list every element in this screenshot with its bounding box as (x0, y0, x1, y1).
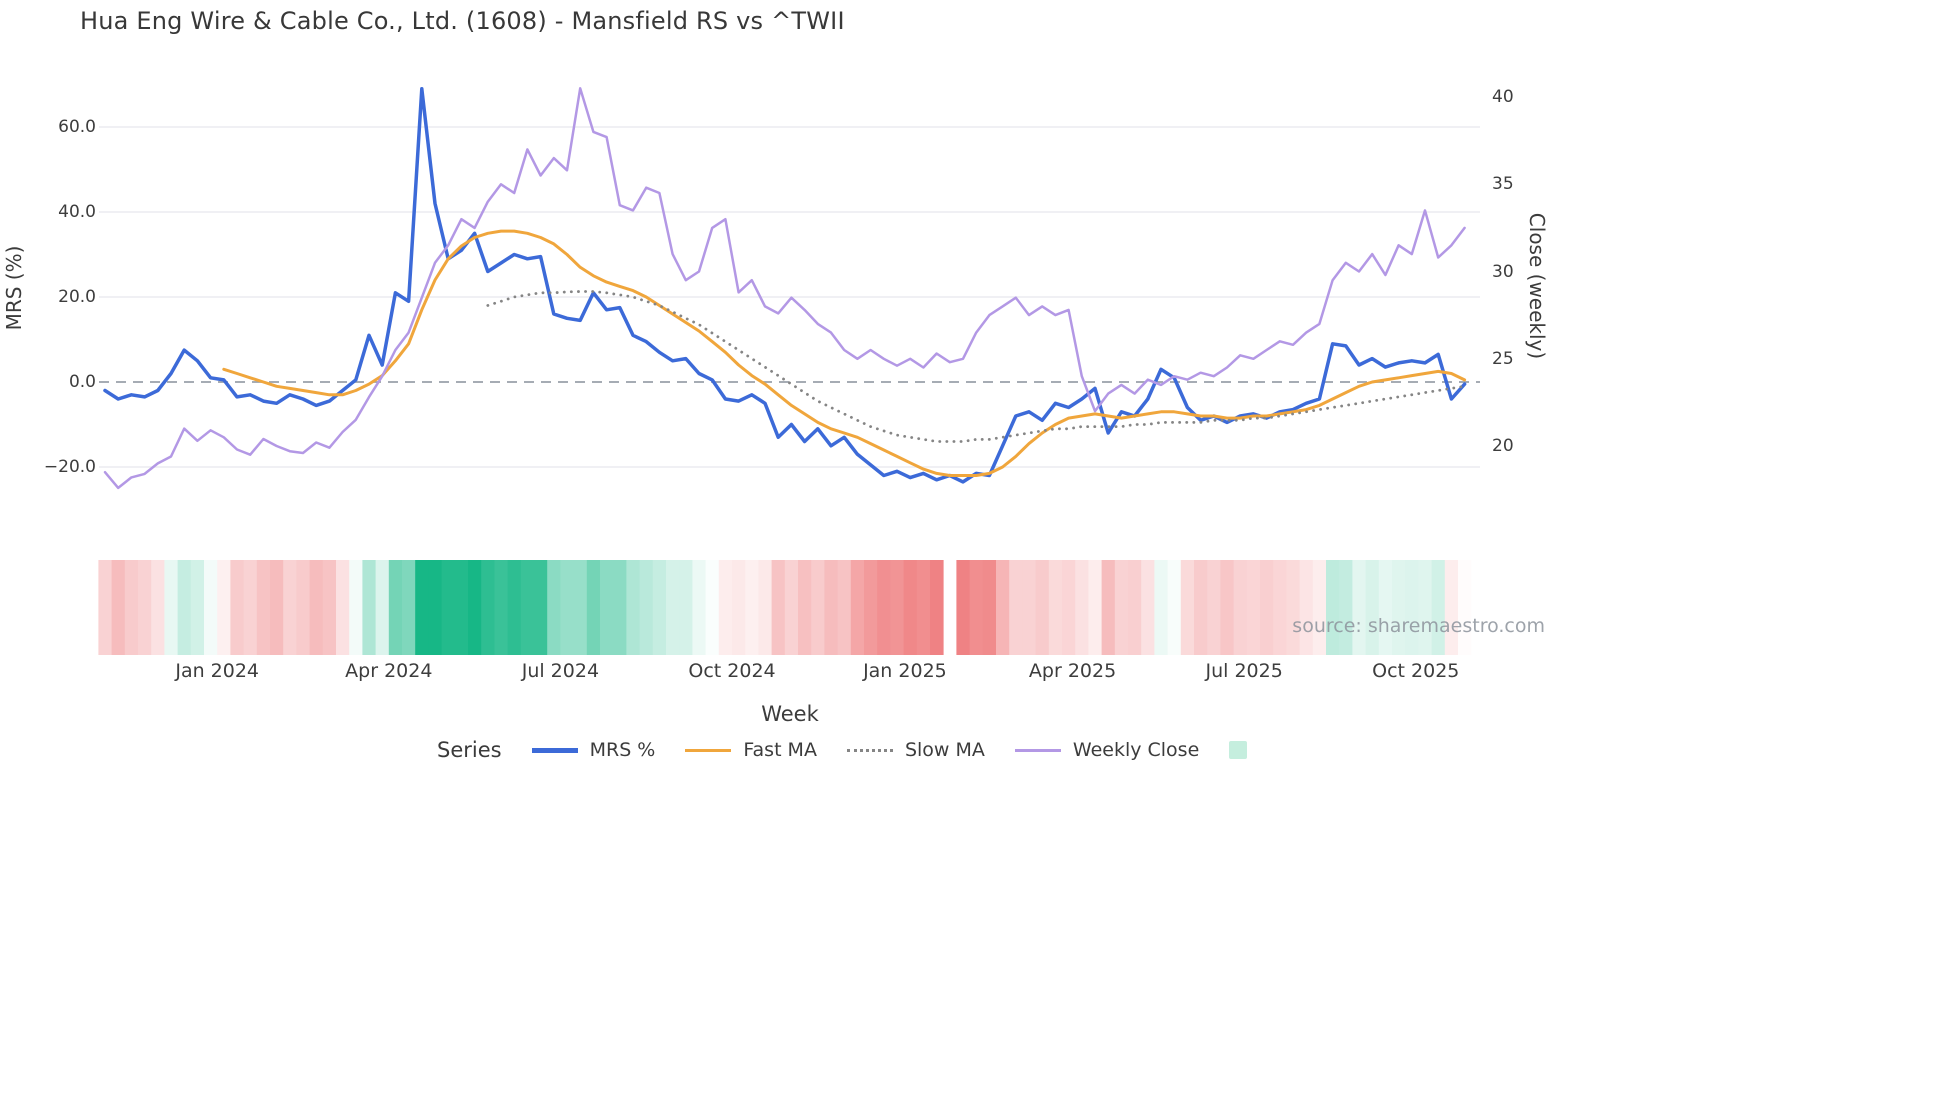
x-tick: Jan 2024 (175, 660, 260, 682)
legend-line-swatch (1014, 748, 1061, 752)
legend-item: Fast MA (685, 739, 817, 761)
y-tick-right: 35 (1492, 174, 1514, 195)
legend-item-label: MRS % (589, 739, 656, 761)
y-tick-right: 40 (1492, 87, 1514, 107)
y-tick-left: 60.0 (58, 117, 96, 137)
y-tick-left: 20.0 (58, 287, 96, 307)
x-tick: Apr 2025 (1028, 660, 1117, 682)
legend-title: Series (437, 738, 502, 762)
gridlines (99, 126, 1480, 468)
y-tick-right: 30 (1492, 261, 1514, 282)
legend-item-label: Weekly Close (1072, 739, 1200, 761)
x-tick: Oct 2024 (688, 660, 776, 682)
legend: Series MRS % Fast MA Slow MA Weekly Close (437, 738, 1248, 762)
fast-ma-line (222, 229, 1467, 477)
y-tick-right: 20 (1492, 436, 1514, 456)
y-tick-right: 25 (1492, 348, 1514, 369)
x-tick: Apr 2024 (345, 660, 433, 682)
legend-line-swatch (531, 747, 578, 753)
watermark: source: sharemaestro.com (1292, 615, 1545, 637)
legend-line-swatch (685, 748, 732, 752)
x-tick: Jul 2025 (1205, 660, 1283, 682)
legend-item-label: Fast MA (743, 739, 817, 761)
x-tick: Jul 2024 (521, 660, 600, 682)
legend-line-swatch (846, 748, 893, 752)
weekly-close-line (103, 87, 1466, 490)
legend-item: Weekly Close (1014, 739, 1200, 761)
legend-item: Slow MA (846, 739, 985, 761)
heatmap-strip (98, 560, 1472, 655)
y-tick-left: −20.0 (43, 457, 96, 477)
legend-item: MRS % (531, 739, 656, 761)
series-lines (103, 87, 1467, 490)
mrs--line (103, 87, 1467, 484)
legend-item-label: Slow MA (904, 739, 985, 761)
x-axis-label: Week (761, 702, 819, 726)
y-tick-left: 0.0 (68, 372, 96, 392)
legend-items: MRS % Fast MA Slow MA Weekly Close (531, 739, 1200, 761)
slow-ma-line (486, 290, 1466, 443)
x-tick: Oct 2025 (1372, 660, 1460, 682)
chart-title: Hua Eng Wire & Cable Co., Ltd. (1608) - … (80, 7, 845, 35)
y-tick-left: 40.0 (58, 202, 96, 222)
x-tick: Jan 2025 (863, 660, 947, 682)
heatmap-legend-swatch (1229, 741, 1248, 759)
